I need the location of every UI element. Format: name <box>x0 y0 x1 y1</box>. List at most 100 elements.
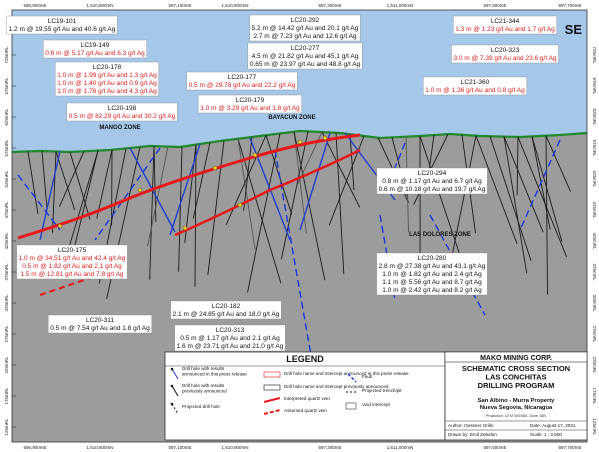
drill-hole <box>194 144 197 287</box>
legend-item: Assumed quartz vein <box>284 408 327 413</box>
title-block-text: DRILLING PROGRAM <box>478 381 555 390</box>
elevation-label: 175mRL <box>4 387 9 405</box>
intercept-text: 1.0 m @ 1.36 g/t Au and 0.8 g/t Ag <box>425 87 525 94</box>
intercept-text: 1.0 m @ 1.82 g/t Au and 2.4 g/t Ag <box>382 271 482 278</box>
legend-item: Interpreted quartz vein <box>284 396 330 401</box>
legend-item: Projected trench/pit <box>362 388 402 393</box>
intercept-text: 1.1 m @ 5.56 g/t Au and 8.7 g/t Ag <box>382 279 482 286</box>
legend-symbol <box>263 397 281 403</box>
intercept <box>137 187 143 193</box>
callout-box <box>170 300 282 320</box>
drill-hole <box>55 151 76 211</box>
drill-hole <box>178 146 183 272</box>
title-block-text: Projection: UTM WGS84, Zone 16N <box>486 414 547 418</box>
elevation-label: 125mRL <box>4 418 9 436</box>
elevation-label: 225mRL <box>592 356 597 374</box>
quartz-vein <box>174 148 361 237</box>
hole-name: LC20-182 <box>212 303 241 310</box>
hole-name: LC20-177 <box>228 74 257 81</box>
drill-hole <box>419 135 464 266</box>
corner-label: SE <box>565 22 583 37</box>
elevation-label: 725mRL <box>4 46 9 64</box>
elevation-label: 375mRL <box>4 263 9 281</box>
legend-vein <box>263 397 281 403</box>
drill-hole <box>67 150 99 250</box>
legend-item-line: Drill hole with results <box>182 383 225 388</box>
drill-hole <box>475 135 518 244</box>
drill-hole <box>52 151 57 233</box>
callout-box <box>249 14 361 42</box>
intercept-text: 1.0 m @ 2.42 g/t Au and 8.2 g/t Ag <box>382 287 482 294</box>
hole-name: LC20-198 <box>108 105 137 112</box>
elevation-label: 125mRL <box>592 418 597 436</box>
intercept <box>57 223 63 229</box>
title-block-text: Scale: 1 : 3,500 <box>530 432 562 437</box>
legend-symbol <box>347 373 357 383</box>
callout-box <box>6 15 118 35</box>
geology <box>12 54 571 436</box>
legend-box <box>164 351 446 441</box>
elevation-label: 675mRL <box>592 77 597 95</box>
zone-label: LAS DOLORES ZONE <box>409 232 471 238</box>
coordinate-label: 597,700mE <box>558 445 581 450</box>
hole-name: LC20-294 <box>418 170 447 177</box>
intercept <box>297 139 303 145</box>
intercept-text: 0.5 m @ 1.17 g/t Au and 2.1 g/t Ag <box>180 335 280 342</box>
drill-hole <box>147 146 169 247</box>
coordinate-label: 597,300mE <box>318 445 341 450</box>
coordinate-label: 597,100mE <box>168 3 191 8</box>
callout-box <box>376 252 488 296</box>
drill-hole <box>293 131 326 281</box>
legend-line <box>171 385 179 397</box>
legend-dot <box>170 367 174 371</box>
legend-symbol <box>263 409 281 415</box>
legend-title: LEGEND <box>286 354 324 364</box>
drill-hole-new <box>39 150 61 241</box>
drill-hole <box>503 136 528 274</box>
drill-hole <box>517 136 568 257</box>
legend-vein <box>263 409 281 415</box>
coordinate-label: 597,500mE <box>483 445 506 450</box>
intercept <box>212 165 218 171</box>
callout-box <box>174 324 286 352</box>
intercept-text: 1.5 m @ 12.81 g/t Au and 7.8 g/t Ag <box>20 271 123 278</box>
legend-symbol <box>170 367 179 380</box>
hole-name: LC20-311 <box>86 317 114 324</box>
intercept-text: 0.5 m @ 7.54 g/t Au and 1.8 g/t Ag <box>50 325 150 332</box>
legend-item: Drill hole with results previously announ… <box>182 383 227 394</box>
company-bar <box>444 351 588 363</box>
callout-box <box>376 167 488 195</box>
title-block <box>444 351 588 441</box>
elevation-label: 375mRL <box>592 263 597 281</box>
intercept-text: 0.5 m @ 29.78 g/t Au and 22.2 g/t Ag <box>189 82 296 89</box>
hole-name: LC20-179 <box>236 97 265 104</box>
drill-hole <box>489 136 532 261</box>
hole-name: LC21-344 <box>491 18 520 25</box>
intercept-text: 1.3 m @ 1.23 g/t Au and 1.7 g/t Ag <box>455 26 555 33</box>
intercept <box>252 152 258 158</box>
title-block-text: Nueva Segovia, Nicaragua <box>480 405 553 411</box>
legend-line <box>171 368 179 380</box>
legend-box-icon <box>263 371 281 378</box>
elevation-label: 325mRL <box>592 294 597 312</box>
title-block-text: Date: August 17, 2021 <box>530 423 576 428</box>
intercept-text: 0.6 m @ 5.17 g/t Au and 6.3 g/t Ag <box>45 50 145 57</box>
elevation-label: 425mRL <box>4 232 9 250</box>
fault <box>94 147 161 241</box>
drill-hole <box>516 136 519 196</box>
legend-item: Drill hole name and intercept previously… <box>284 384 389 389</box>
drill-hole-new <box>299 132 331 231</box>
fault <box>519 139 561 231</box>
intercept <box>322 135 328 141</box>
coordinate-label: 597,100mE <box>168 445 191 450</box>
hole-name: LC21-360 <box>461 79 490 86</box>
fault <box>274 149 326 436</box>
